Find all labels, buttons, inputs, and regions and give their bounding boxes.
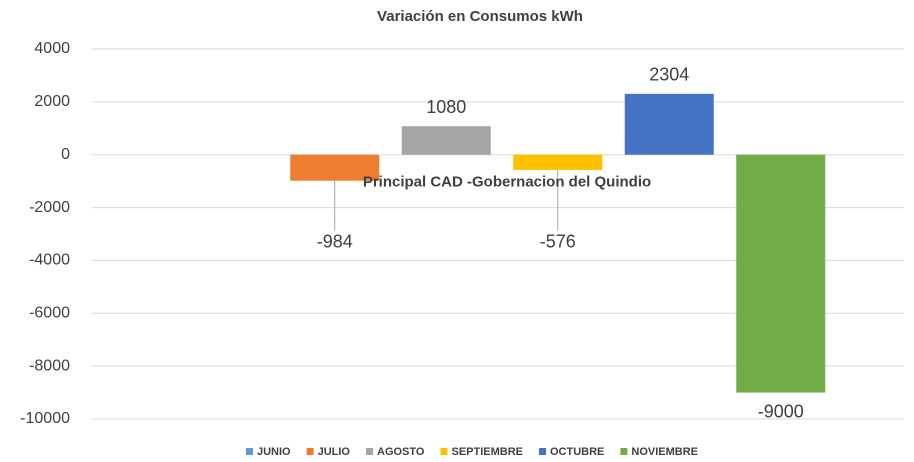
bar <box>401 126 491 155</box>
y-tick-label: -6000 <box>29 305 70 322</box>
y-tick-label: 0 <box>61 146 70 163</box>
bar <box>736 154 826 393</box>
data-label: 2304 <box>649 65 689 85</box>
x-tick-label: Principal CAD -Gobernacion del Quindio <box>363 174 651 191</box>
y-tick-label: -8000 <box>29 357 70 374</box>
bar <box>513 154 603 170</box>
bar <box>624 93 714 155</box>
legend-label: AGOSTO <box>377 446 425 458</box>
data-label: -576 <box>540 231 576 251</box>
data-label: -984 <box>317 231 353 251</box>
legend-swatch <box>440 448 448 455</box>
legend-swatch <box>245 448 253 455</box>
legend-label: NOVIEMBRE <box>631 446 698 458</box>
legend-label: JUNIO <box>257 446 291 458</box>
chart-title: Variación en Consumos kWh <box>377 8 583 25</box>
legend-swatch <box>306 448 314 455</box>
y-tick-label: -10000 <box>20 410 70 427</box>
legend-label: OCTUBRE <box>550 446 604 458</box>
bar <box>290 154 380 181</box>
legend-label: JULIO <box>318 446 351 458</box>
legend-swatch <box>539 448 547 455</box>
y-tick-label: -2000 <box>29 199 70 216</box>
y-tick-label: 4000 <box>34 40 70 57</box>
legend-swatch <box>620 448 628 455</box>
legend-swatch <box>366 448 374 455</box>
data-label: 1080 <box>426 97 466 117</box>
legend-label: SEPTIEMBRE <box>451 446 523 458</box>
y-tick-label: 2000 <box>34 93 70 110</box>
data-label: -9000 <box>758 401 804 421</box>
y-tick-label: -4000 <box>29 252 70 269</box>
